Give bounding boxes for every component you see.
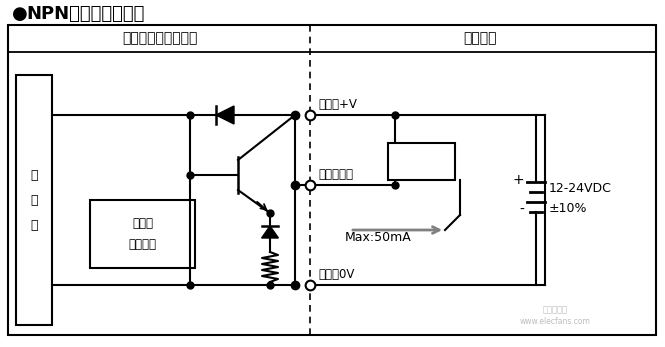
- Text: www.elecfans.com: www.elecfans.com: [519, 318, 591, 327]
- Text: 过电流
保护电路: 过电流 保护电路: [128, 217, 156, 251]
- Text: Max:50mA: Max:50mA: [345, 230, 412, 244]
- Text: 主
回
路: 主 回 路: [30, 169, 38, 231]
- Bar: [16, 75, 52, 325]
- Text: （蓝）0V: （蓝）0V: [318, 268, 354, 281]
- Text: 电子发烧友: 电子发烧友: [543, 305, 567, 314]
- Text: ±10%: ±10%: [549, 202, 587, 214]
- Text: ●: ●: [12, 5, 28, 23]
- Polygon shape: [261, 226, 279, 238]
- Text: +: +: [512, 173, 524, 187]
- Bar: [8, 25, 656, 335]
- Text: 12-24VDC: 12-24VDC: [549, 181, 612, 195]
- Text: 负载: 负载: [414, 155, 429, 168]
- Bar: [388, 143, 455, 180]
- Text: 外部连接: 外部连接: [464, 31, 497, 45]
- Text: （棕）+V: （棕）+V: [318, 98, 357, 111]
- Text: 光电传感器内部电路: 光电传感器内部电路: [122, 31, 198, 45]
- Text: （黑）输出: （黑）输出: [318, 168, 353, 181]
- Text: NPN集电极开路输出: NPN集电极开路输出: [26, 5, 144, 23]
- Text: -: -: [519, 203, 524, 217]
- Bar: [90, 200, 195, 268]
- Polygon shape: [216, 106, 234, 124]
